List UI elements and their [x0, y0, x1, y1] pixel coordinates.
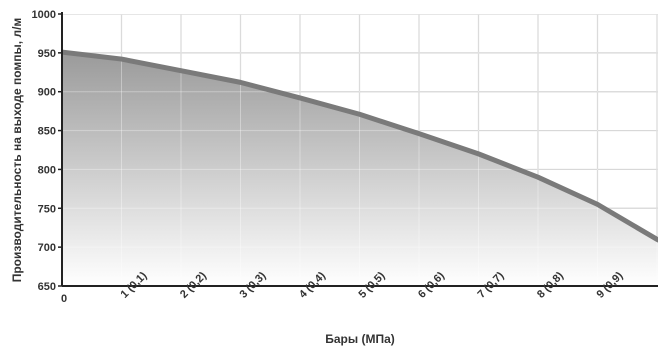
y-tick-label: 850: [38, 126, 56, 138]
y-tick-label: 800: [38, 164, 56, 176]
y-tick-label: 650: [38, 281, 56, 293]
y-tick-label: 700: [38, 242, 56, 254]
y-tick-label: 950: [38, 48, 56, 60]
y-axis-title: Производительность на выходе помпы, л/м: [10, 18, 24, 283]
area-fill: [62, 52, 658, 286]
y-tick-label: 750: [38, 203, 56, 215]
y-tick-label: 900: [38, 87, 56, 99]
series-line: [62, 49, 658, 243]
x-axis-title: Бары (МПа): [325, 332, 395, 346]
y-tick-label: 1000: [32, 9, 56, 21]
x-tick-label: 0: [61, 293, 67, 305]
axes: [58, 12, 658, 287]
plot-area: [62, 14, 658, 286]
